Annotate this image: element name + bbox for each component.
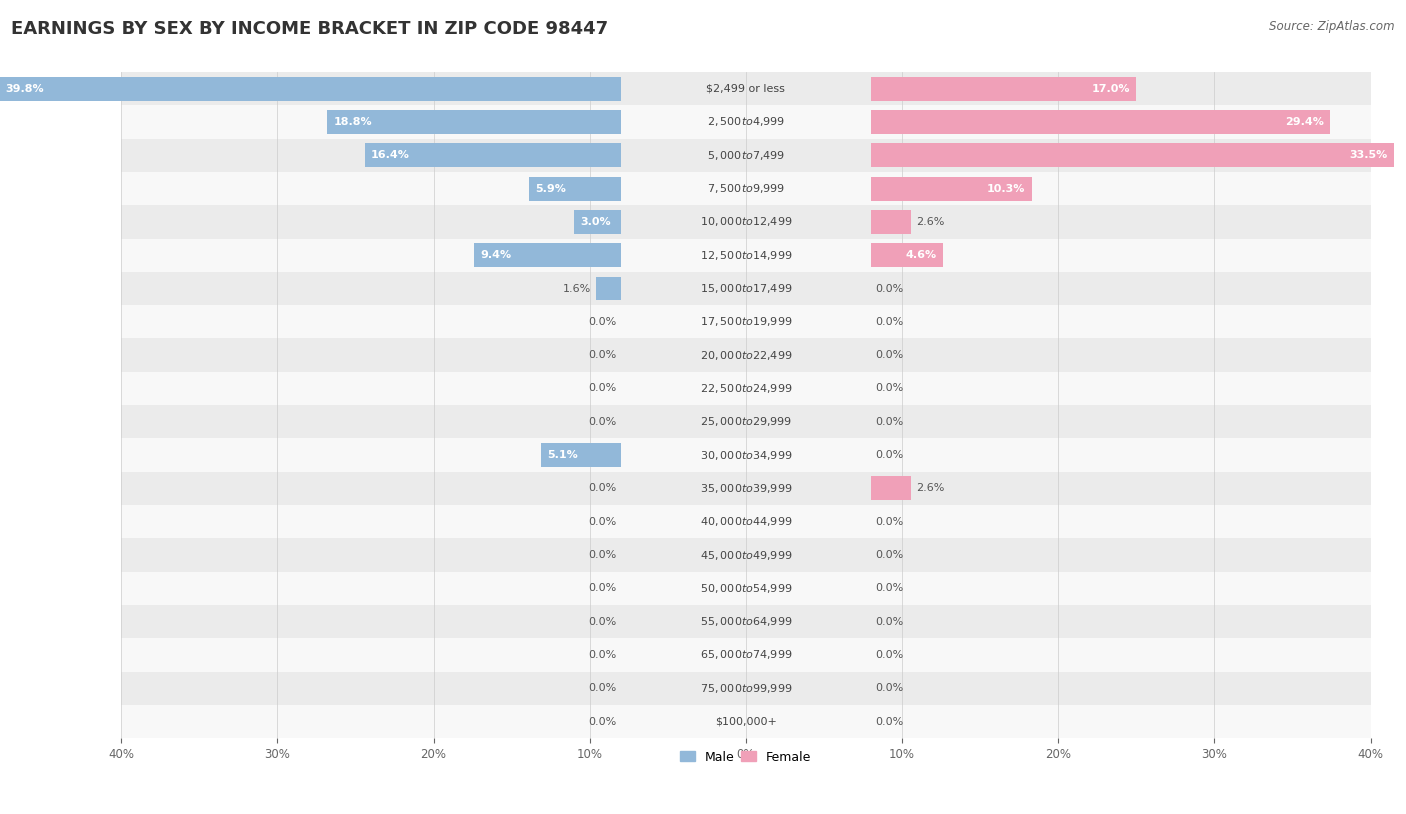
Bar: [870, 77, 1136, 101]
Text: 0.0%: 0.0%: [876, 350, 904, 360]
Text: 0.0%: 0.0%: [876, 317, 904, 326]
Text: $45,000 to $49,999: $45,000 to $49,999: [700, 549, 792, 562]
Text: $65,000 to $74,999: $65,000 to $74,999: [700, 649, 792, 662]
Text: 16.4%: 16.4%: [371, 151, 411, 160]
Text: 5.9%: 5.9%: [536, 184, 567, 194]
Text: $2,499 or less: $2,499 or less: [706, 84, 786, 94]
Text: $30,000 to $34,999: $30,000 to $34,999: [700, 449, 792, 462]
Text: 0.0%: 0.0%: [876, 650, 904, 660]
Text: 5.1%: 5.1%: [547, 450, 578, 460]
Bar: [474, 243, 621, 267]
Text: $20,000 to $22,499: $20,000 to $22,499: [700, 348, 792, 361]
Text: 0.0%: 0.0%: [876, 716, 904, 727]
Text: $12,500 to $14,999: $12,500 to $14,999: [700, 249, 792, 261]
Bar: [121, 272, 1371, 305]
Text: 0.0%: 0.0%: [588, 317, 616, 326]
Text: 33.5%: 33.5%: [1350, 151, 1388, 160]
Text: $15,000 to $17,499: $15,000 to $17,499: [700, 282, 792, 295]
Text: 0.0%: 0.0%: [876, 383, 904, 393]
Text: 0.0%: 0.0%: [876, 283, 904, 294]
Bar: [121, 505, 1371, 538]
Text: 0.0%: 0.0%: [588, 650, 616, 660]
Text: 1.6%: 1.6%: [562, 283, 592, 294]
Text: 10.3%: 10.3%: [987, 184, 1025, 194]
Text: 0.0%: 0.0%: [588, 484, 616, 493]
Bar: [121, 605, 1371, 638]
Text: 0.0%: 0.0%: [588, 417, 616, 427]
Text: $10,000 to $12,499: $10,000 to $12,499: [700, 216, 792, 229]
Text: 2.6%: 2.6%: [917, 217, 945, 227]
Bar: [121, 239, 1371, 272]
Text: EARNINGS BY SEX BY INCOME BRACKET IN ZIP CODE 98447: EARNINGS BY SEX BY INCOME BRACKET IN ZIP…: [11, 20, 609, 38]
Bar: [870, 143, 1393, 167]
Bar: [121, 571, 1371, 605]
Bar: [121, 372, 1371, 405]
Text: 39.8%: 39.8%: [6, 84, 45, 94]
Text: $17,500 to $19,999: $17,500 to $19,999: [700, 315, 792, 328]
Text: 2.6%: 2.6%: [917, 484, 945, 493]
Text: 0.0%: 0.0%: [876, 550, 904, 560]
Bar: [870, 110, 1330, 134]
Text: 0.0%: 0.0%: [876, 683, 904, 694]
Text: 9.4%: 9.4%: [481, 250, 512, 260]
Text: $22,500 to $24,999: $22,500 to $24,999: [700, 382, 792, 395]
Text: $5,000 to $7,499: $5,000 to $7,499: [707, 149, 785, 162]
Text: 0.0%: 0.0%: [588, 716, 616, 727]
Bar: [121, 138, 1371, 172]
Bar: [121, 339, 1371, 372]
Bar: [121, 638, 1371, 672]
Bar: [870, 476, 911, 501]
Text: 0.0%: 0.0%: [876, 617, 904, 627]
Text: 0.0%: 0.0%: [876, 417, 904, 427]
Text: 0.0%: 0.0%: [588, 550, 616, 560]
Text: 0.0%: 0.0%: [588, 617, 616, 627]
Bar: [121, 305, 1371, 339]
Bar: [121, 705, 1371, 738]
Text: $35,000 to $39,999: $35,000 to $39,999: [700, 482, 792, 495]
Text: 0.0%: 0.0%: [588, 584, 616, 593]
Text: 3.0%: 3.0%: [581, 217, 612, 227]
Text: 0.0%: 0.0%: [876, 450, 904, 460]
Bar: [121, 72, 1371, 105]
Text: 0.0%: 0.0%: [588, 517, 616, 527]
Text: $75,000 to $99,999: $75,000 to $99,999: [700, 682, 792, 695]
Text: 4.6%: 4.6%: [905, 250, 936, 260]
Bar: [121, 405, 1371, 439]
Text: $55,000 to $64,999: $55,000 to $64,999: [700, 615, 792, 628]
Bar: [121, 538, 1371, 571]
Text: Source: ZipAtlas.com: Source: ZipAtlas.com: [1270, 20, 1395, 33]
Text: 0.0%: 0.0%: [588, 383, 616, 393]
Text: 29.4%: 29.4%: [1285, 117, 1323, 127]
Text: $40,000 to $44,999: $40,000 to $44,999: [700, 515, 792, 528]
Text: 0.0%: 0.0%: [876, 517, 904, 527]
Bar: [541, 443, 621, 467]
Text: 18.8%: 18.8%: [333, 117, 373, 127]
Text: 0.0%: 0.0%: [876, 584, 904, 593]
Text: $50,000 to $54,999: $50,000 to $54,999: [700, 582, 792, 595]
Text: 17.0%: 17.0%: [1091, 84, 1130, 94]
Bar: [121, 672, 1371, 705]
Bar: [121, 105, 1371, 138]
Text: $100,000+: $100,000+: [716, 716, 778, 727]
Text: 0.0%: 0.0%: [588, 350, 616, 360]
Bar: [596, 277, 621, 300]
Bar: [121, 472, 1371, 505]
Bar: [870, 177, 1032, 200]
Bar: [529, 177, 621, 200]
Bar: [328, 110, 621, 134]
Bar: [870, 243, 942, 267]
Bar: [121, 205, 1371, 239]
Bar: [121, 439, 1371, 472]
Text: 0.0%: 0.0%: [588, 683, 616, 694]
Bar: [574, 210, 621, 234]
Bar: [121, 172, 1371, 205]
Text: $25,000 to $29,999: $25,000 to $29,999: [700, 415, 792, 428]
Text: $2,500 to $4,999: $2,500 to $4,999: [707, 116, 785, 129]
Text: $7,500 to $9,999: $7,500 to $9,999: [707, 182, 785, 195]
Legend: Male, Female: Male, Female: [675, 746, 817, 768]
Bar: [366, 143, 621, 167]
Bar: [870, 210, 911, 234]
Bar: [0, 77, 621, 101]
